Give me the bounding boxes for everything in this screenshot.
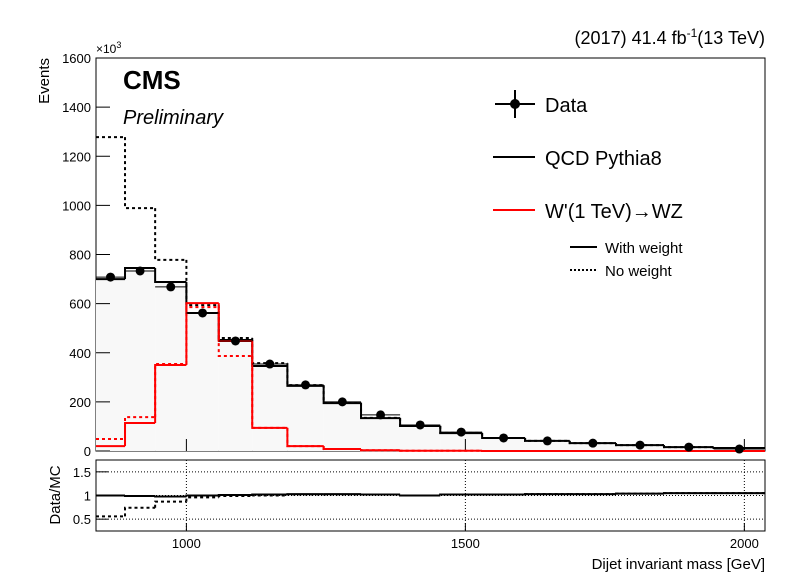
y-tick-label: 1200	[62, 149, 91, 164]
ratio-no-weight	[217, 494, 253, 498]
ratio-y-label: Data/MC	[47, 465, 64, 524]
y-tick-label: 600	[69, 297, 91, 312]
data-point	[301, 380, 311, 390]
data-point	[265, 359, 275, 369]
ratio-with-weight	[185, 494, 219, 497]
ratio-no-weight	[154, 500, 187, 508]
data-point	[106, 272, 116, 282]
histogram-no-weight	[185, 259, 219, 307]
histogram-with-weight	[217, 303, 253, 342]
ratio-no-weight	[124, 506, 156, 517]
data-point	[230, 336, 240, 346]
x-tick-label: 1000	[172, 536, 201, 551]
data-point	[542, 436, 552, 446]
legend-label: Data	[545, 95, 588, 117]
legend-data-marker	[510, 99, 520, 109]
data-point	[376, 410, 386, 420]
ratio-with-weight	[439, 493, 483, 496]
y-axis-label: Events	[36, 58, 53, 104]
histogram-no-weight	[251, 338, 288, 365]
ratio-y-tick-label: 1.5	[73, 465, 91, 480]
data-point	[415, 420, 425, 430]
data-point	[588, 438, 598, 448]
histogram-with-weight	[360, 449, 401, 452]
header-energy: (13 TeV)	[697, 28, 765, 48]
experiment: CMS	[123, 65, 181, 95]
y-multiplier-base: ×10	[96, 42, 117, 56]
legend-label: W'(1 TeV)→WZ	[545, 201, 683, 223]
histogram-with-weight	[185, 302, 219, 366]
x-tick-label: 2000	[730, 536, 759, 551]
y-multiplier: ×103	[96, 40, 121, 56]
data-point	[456, 427, 466, 437]
qcd-fill	[186, 312, 219, 451]
histogram-with-weight	[251, 340, 288, 429]
histogram-with-weight	[439, 425, 483, 435]
qcd-fill	[440, 433, 483, 451]
data-point	[166, 282, 176, 292]
header-lumi-exp: -1	[687, 26, 698, 40]
histogram-no-weight	[124, 137, 156, 210]
histogram-with-weight	[286, 427, 324, 448]
qcd-fill	[96, 279, 126, 451]
histogram-with-weight	[154, 268, 187, 284]
legend-label: No weight	[605, 263, 673, 280]
data-point	[135, 266, 145, 276]
qcd-fill	[252, 366, 288, 451]
histogram-with-weight	[124, 267, 156, 280]
histogram-with-weight	[322, 385, 362, 405]
x-axis-label: Dijet invariant mass [GeV]	[592, 556, 765, 572]
header: (2017) 41.4 fb-1(13 TeV)	[575, 26, 765, 48]
y-tick-label: 200	[69, 395, 91, 410]
x-tick-label: 1500	[451, 536, 480, 551]
ratio-y-tick-label: 0.5	[73, 512, 91, 527]
histogram-no-weight	[217, 305, 253, 340]
qcd-fill	[287, 385, 324, 451]
legend-label: QCD Pythia8	[545, 148, 662, 170]
qcd-fill	[323, 403, 362, 451]
ratio-y-tick-label: 1	[84, 489, 91, 504]
histogram-no-weight	[154, 208, 187, 261]
histogram-with-weight	[360, 403, 401, 420]
y-tick-label: 800	[69, 248, 91, 263]
y-multiplier-exp: 3	[116, 40, 121, 50]
histogram-with-weight	[399, 418, 441, 427]
data-point	[635, 440, 645, 450]
legend-label: With weight	[605, 240, 683, 257]
histogram-with-weight	[217, 312, 253, 341]
histogram-no-weight	[217, 307, 253, 357]
y-tick-label: 1400	[62, 100, 91, 115]
histogram-with-weight	[322, 446, 362, 451]
data-point	[734, 444, 744, 454]
data-point	[198, 308, 208, 318]
y-tick-label: 1000	[62, 198, 91, 213]
data-point	[684, 442, 694, 452]
header-period: (2017) 41.4 fb	[575, 28, 687, 48]
data-point	[337, 397, 347, 407]
ratio-with-weight	[399, 494, 441, 497]
qcd-fill	[525, 440, 570, 451]
qcd-fill	[482, 437, 526, 451]
legend: Data QCD Pythia8 W'(1 TeV)→WZ With weigh…	[493, 90, 683, 280]
y-tick-label: 400	[69, 346, 91, 361]
histogram-with-weight	[185, 282, 219, 314]
status: Preliminary	[123, 107, 224, 129]
ratio-no-weight	[185, 496, 219, 502]
histogram-with-weight	[154, 364, 187, 423]
histogram-with-weight	[124, 421, 156, 447]
data-point	[499, 433, 509, 443]
qcd-fill	[400, 425, 441, 451]
qcd-fill	[125, 268, 156, 451]
histogram-with-weight	[286, 366, 324, 387]
qcd-fill	[361, 418, 401, 451]
qcd-fill	[218, 339, 253, 451]
qcd-fill	[155, 282, 187, 451]
y-tick-label: 1600	[62, 51, 91, 66]
y-tick-label: 0	[84, 444, 91, 459]
